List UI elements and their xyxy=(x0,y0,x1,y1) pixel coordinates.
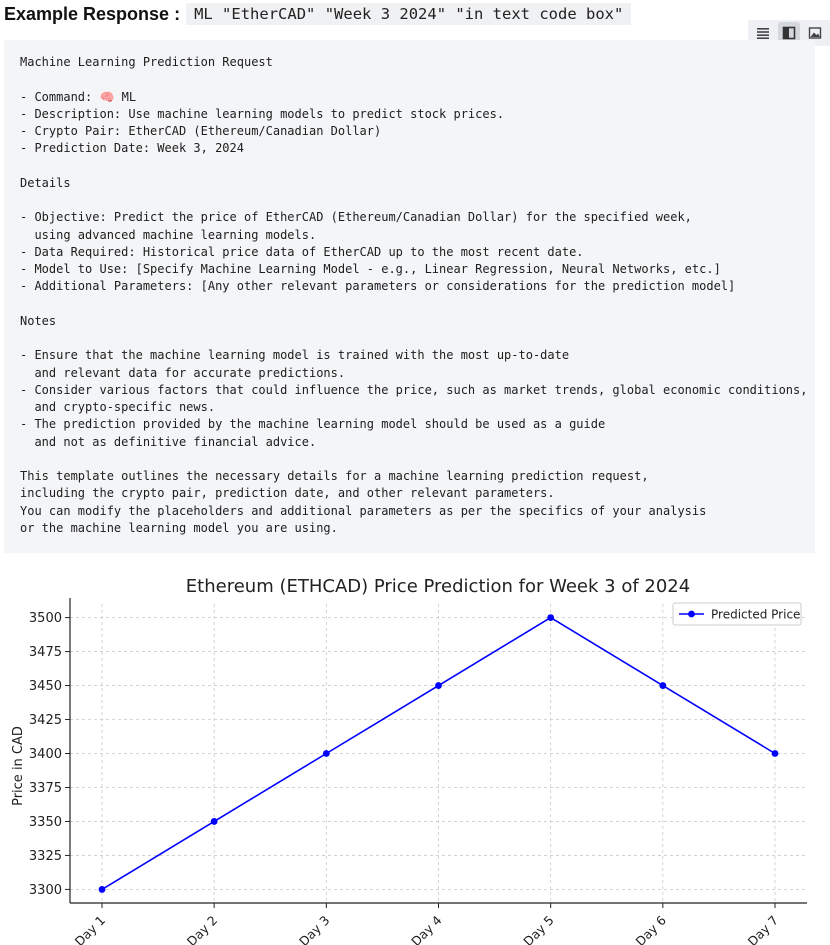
x-tick-label: Day 1 xyxy=(72,913,108,945)
y-tick-label: 3350 xyxy=(29,815,62,830)
response-header: Example Response : ML "EtherCAD" "Week 3… xyxy=(4,0,632,28)
data-point xyxy=(659,682,667,689)
code-box: Machine Learning Prediction Request - Co… xyxy=(4,40,815,553)
image-view-button[interactable] xyxy=(804,22,826,44)
legend-marker xyxy=(688,610,695,618)
data-point xyxy=(322,750,330,757)
y-tick-label: 3475 xyxy=(29,645,62,660)
x-tick-label: Day 7 xyxy=(745,913,781,945)
image-view-icon xyxy=(808,27,822,39)
series-predicted-price xyxy=(98,614,779,893)
y-tick-label: 3500 xyxy=(29,611,62,626)
x-tick-label: Day 5 xyxy=(520,913,556,945)
price-prediction-chart: Ethereum (ETHCAD) Price Prediction for W… xyxy=(11,576,807,945)
y-tick-label: 3400 xyxy=(29,747,62,762)
data-point xyxy=(210,818,218,825)
y-axis-label: Price in CAD xyxy=(11,726,26,806)
x-tick-label: Day 6 xyxy=(632,912,669,945)
split-view-icon xyxy=(782,26,796,40)
list-view-icon xyxy=(757,28,769,39)
legend: Predicted Price xyxy=(672,602,802,626)
x-tick-label: Day 3 xyxy=(296,913,332,945)
y-tick-label: 3375 xyxy=(29,781,62,796)
data-point xyxy=(98,886,106,893)
y-tick-label: 3425 xyxy=(29,713,62,728)
y-tick-label: 3300 xyxy=(29,883,62,898)
y-tick-label: 3325 xyxy=(29,849,62,864)
response-label: Example Response : xyxy=(4,3,181,24)
x-tick-label: Day 2 xyxy=(184,913,220,945)
x-tick-label: Day 4 xyxy=(408,912,445,945)
data-point xyxy=(771,750,779,757)
split-view-button[interactable] xyxy=(778,22,800,44)
legend-label: Predicted Price xyxy=(711,608,800,622)
chart-title: Ethereum (ETHCAD) Price Prediction for W… xyxy=(186,576,690,597)
y-tick-label: 3450 xyxy=(29,679,62,694)
grid-lines xyxy=(70,604,807,903)
list-view-button[interactable] xyxy=(752,22,774,44)
data-point xyxy=(547,614,555,621)
inline-code-command: ML "EtherCAD" "Week 3 2024" "in text cod… xyxy=(186,3,632,25)
code-text: Machine Learning Prediction Request - Co… xyxy=(20,55,808,535)
data-point xyxy=(435,682,442,689)
axes: 3300 3325 3350 3375 3400 3425 3450 3475 3500 Day … xyxy=(29,598,807,945)
